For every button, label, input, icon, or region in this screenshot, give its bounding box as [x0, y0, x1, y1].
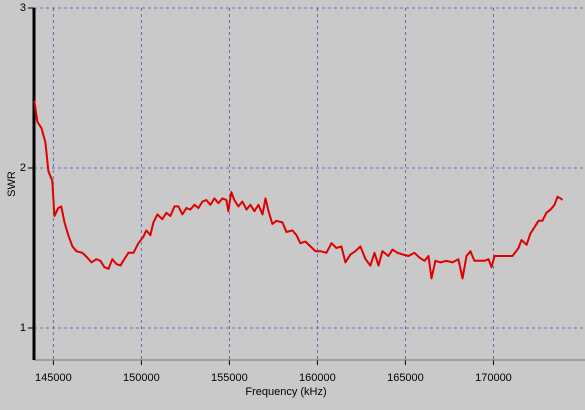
x-tick-label: 150000	[123, 372, 160, 384]
x-tick-label: 170000	[475, 372, 512, 384]
y-tick-label: 3	[20, 2, 26, 14]
x-tick-label: 155000	[211, 372, 248, 384]
y-tick-label: 1	[20, 322, 26, 334]
y-axis-label: SWR	[6, 171, 18, 197]
x-axis-label: Frequency (kHz)	[245, 386, 326, 398]
x-tick-label: 165000	[387, 372, 424, 384]
y-tick-label: 2	[20, 162, 26, 174]
x-tick-label: 160000	[299, 372, 336, 384]
x-tick-label: 145000	[35, 372, 72, 384]
series-line	[33, 100, 564, 280]
